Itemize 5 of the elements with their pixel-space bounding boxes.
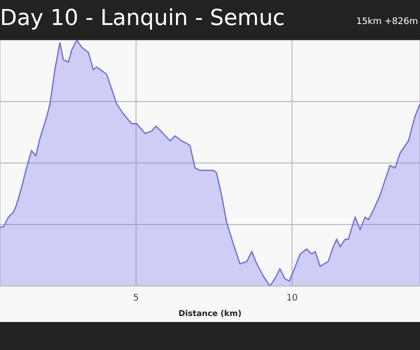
chart-subtitle: 15km +826m: [356, 17, 418, 27]
x-axis-title: Distance (km): [178, 309, 242, 318]
x-tick-label: 10: [286, 293, 298, 304]
x-tick-label: 5: [133, 293, 139, 304]
chart-title: Day 10 - Lanquin - Semuc: [0, 6, 285, 31]
